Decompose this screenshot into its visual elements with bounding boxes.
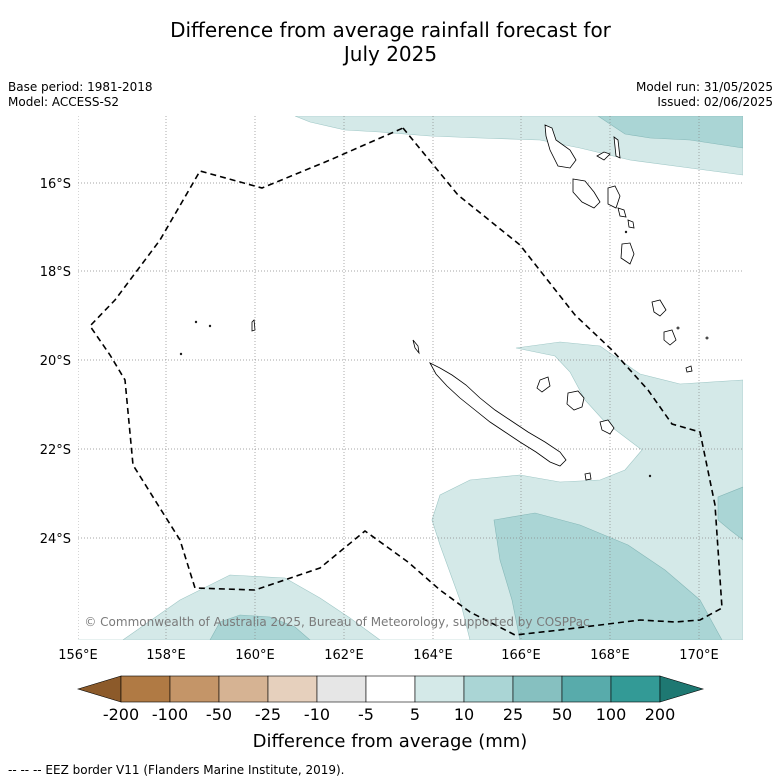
colorbar-tick-label: 100 [596, 705, 627, 724]
colorbar-tick-label: -25 [255, 705, 281, 724]
colorbar-tick-label: 50 [552, 705, 572, 724]
anomaly-10-25-regions [209, 116, 743, 640]
lat-label: 18°S [40, 265, 71, 280]
copyright-text: © Commonwealth of Australia 2025, Bureau… [84, 615, 589, 629]
map-title: Difference from average rainfall forecas… [0, 18, 781, 66]
colorbar-tick-label: -200 [103, 705, 139, 724]
lon-label: 168°E [590, 648, 630, 663]
lon-label: 164°E [413, 648, 453, 663]
lon-label: 160°E [235, 648, 275, 663]
colorbar-tick-label: 5 [410, 705, 420, 724]
lon-label: 170°E [679, 648, 719, 663]
meta-right: Model run: 31/05/2025 Issued: 02/06/2025 [636, 80, 773, 110]
colorbar-end-low [76, 675, 122, 703]
colorbar-cell [463, 675, 514, 703]
colorbar-cell [218, 675, 269, 703]
colorbar-cell [414, 675, 465, 703]
colorbar-cell [169, 675, 220, 703]
colorbar-tick-label: -10 [304, 705, 330, 724]
colorbar-label: Difference from average (mm) [253, 731, 528, 752]
colorbar-cell [316, 675, 367, 703]
lat-label: 22°S [40, 443, 71, 458]
colorbar-end-high [659, 675, 705, 703]
colorbar-tick-label: -5 [358, 705, 374, 724]
footer-note: -- -- -- EEZ border V11 (Flanders Marine… [8, 763, 345, 777]
colorbar-tick-label: 25 [503, 705, 523, 724]
model-run-text: Model run: 31/05/2025 [635, 80, 773, 94]
lat-label: 20°S [40, 354, 71, 369]
model-text: Model: ACCESS-S2 [8, 95, 120, 109]
colorbar-cell [512, 675, 563, 703]
colorbar-cell [365, 675, 416, 703]
issued-text: Issued: 02/06/2025 [657, 95, 773, 109]
colorbar-tick-label: -50 [206, 705, 232, 724]
base-period-text: Base period: 1981-2018 [8, 80, 153, 94]
colorbar: -200 -100 -50 -25 -10 -5 5 10 25 50 100 200 Differe… [76, 675, 705, 752]
colorbar-cell [267, 675, 318, 703]
eez-border [88, 127, 723, 636]
new-caledonia-island [429, 362, 567, 467]
coastlines [179, 124, 709, 481]
lon-label: 158°E [146, 648, 186, 663]
lon-label: 162°E [324, 648, 364, 663]
meta-left: Base period: 1981-2018 Model: ACCESS-S2 [8, 80, 153, 110]
colorbar-cell [610, 675, 661, 703]
lon-label: 166°E [501, 648, 541, 663]
title-line-2: July 2025 [343, 42, 438, 66]
colorbar-tick-label: -100 [152, 705, 188, 724]
lat-label: 16°S [40, 177, 71, 192]
colorbar-cell [561, 675, 612, 703]
colorbar-cell [120, 675, 171, 703]
map-area: © Commonwealth of Australia 2025, Bureau… [78, 116, 743, 640]
lon-label: 156°E [58, 648, 98, 663]
title-line-1: Difference from average rainfall forecas… [170, 18, 611, 42]
lat-label: 24°S [40, 532, 71, 547]
colorbar-tick-label: 10 [454, 705, 474, 724]
colorbar-tick-label: 200 [645, 705, 676, 724]
axis-labels: 16°S 18°S 20°S 22°S 24°S 156°E 158°E 160… [40, 177, 719, 663]
